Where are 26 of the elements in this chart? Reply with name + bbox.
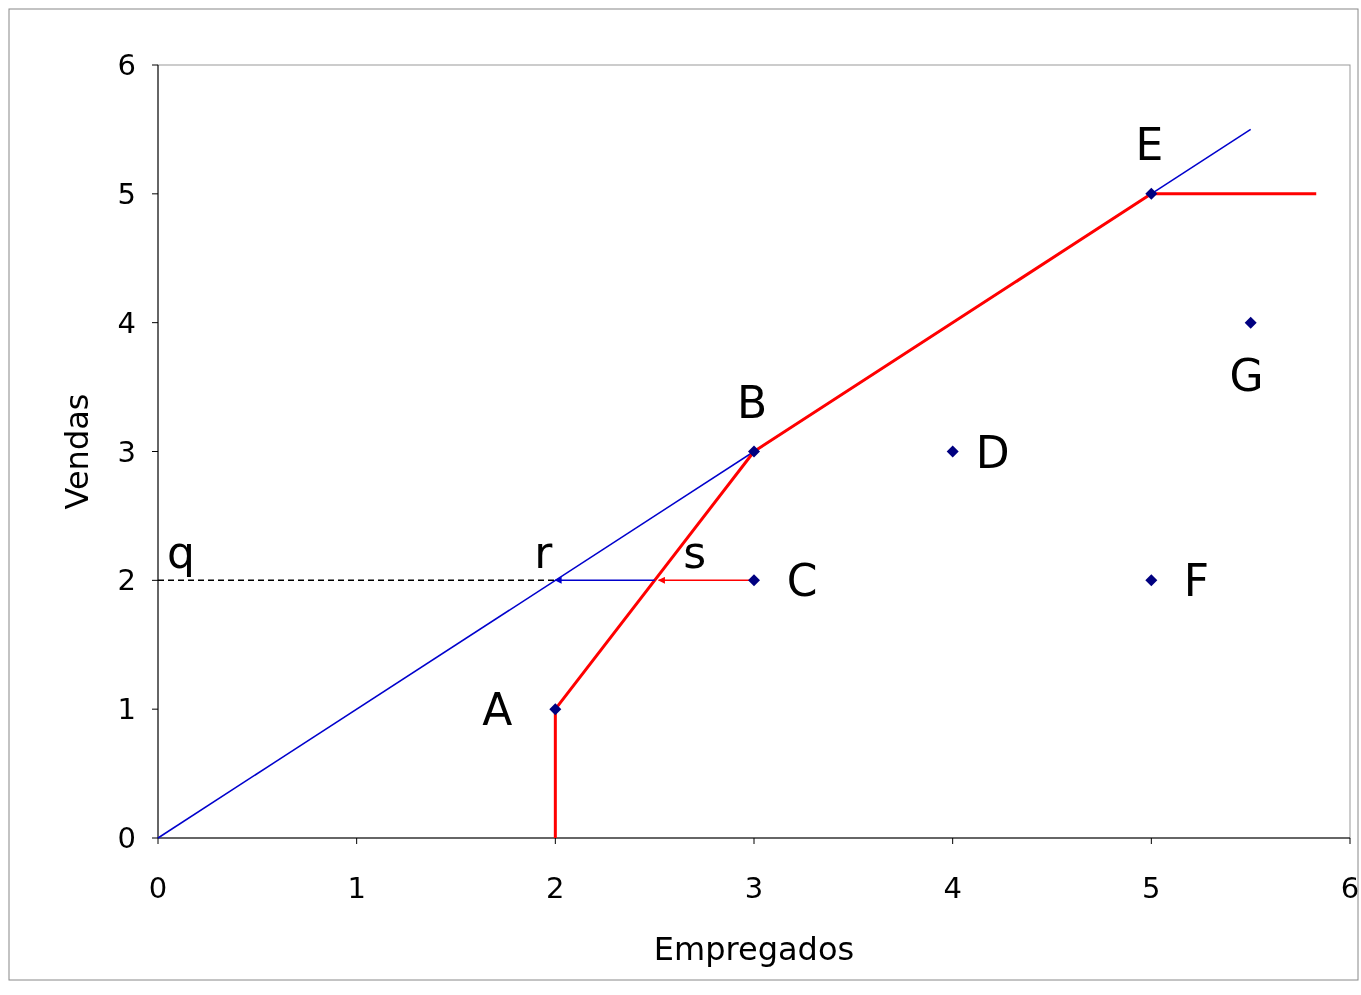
x-tick-label: 5 (1142, 871, 1161, 905)
x-axis-title: Empregados (653, 930, 855, 968)
annotation: q (167, 527, 195, 579)
y-tick-label: 2 (117, 563, 136, 598)
y-tick-label: 1 (117, 692, 136, 727)
annotation: B (736, 376, 768, 428)
annotation: E (1135, 118, 1164, 170)
x-tick-label: 3 (744, 871, 764, 905)
y-tick-label: 4 (117, 305, 136, 340)
x-tick-label: 0 (148, 871, 168, 905)
x-tick-label: 2 (546, 871, 565, 905)
x-tick-label: 1 (347, 871, 366, 905)
annotation: A (482, 684, 513, 736)
annotation: C (786, 555, 818, 607)
annotation: F (1183, 555, 1209, 607)
annotation: G (1229, 349, 1264, 401)
y-tick-label: 3 (117, 434, 136, 469)
x-tick-label: 6 (1340, 871, 1360, 905)
y-axis-title: Vendas (58, 393, 96, 510)
annotation: r (534, 527, 554, 579)
x-tick-label: 4 (943, 871, 962, 905)
y-tick-label: 0 (117, 821, 136, 855)
annotation: s (683, 527, 707, 579)
y-tick-label: 6 (117, 48, 136, 82)
annotation: D (975, 426, 1010, 478)
y-tick-label: 5 (117, 176, 136, 211)
